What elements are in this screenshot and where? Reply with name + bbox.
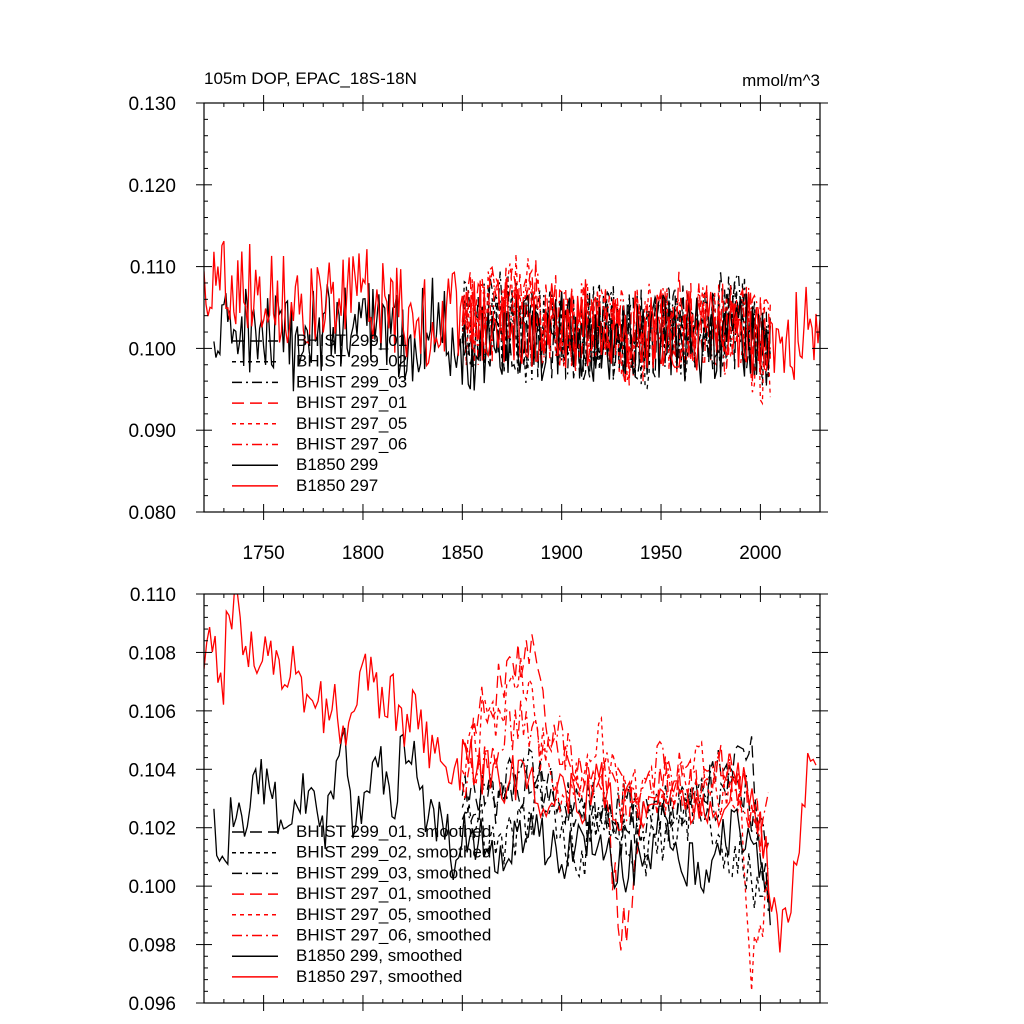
- chart-title: 105m DOP, EPAC_18S-18N: [204, 69, 417, 88]
- legend-label: BHIST 299_01: [296, 331, 407, 350]
- y-axis: 0.096 0.098 0.100 0.102 0.104 0.106 0.108 0.110: [128, 585, 828, 1015]
- legend-item: BHIST 299_01: [232, 331, 407, 350]
- series-line-bhist-297-01: [461, 259, 771, 386]
- legend-label: B1850 299, smoothed: [296, 946, 462, 965]
- legend-item: BHIST 299_03: [232, 372, 407, 391]
- x-tick-label: 1800: [342, 543, 384, 564]
- series-line-b1850-299: [213, 277, 771, 392]
- series-line-bhist-297-06-smoothed: [461, 700, 769, 854]
- y-tick-label: 0.102: [128, 819, 176, 840]
- x-axis: 1750 1800 1850 1900 1950 2000: [223, 95, 801, 564]
- series-group: [204, 594, 817, 991]
- series-line-bhist-299-02-smoothed: [461, 777, 769, 909]
- legend-label: BHIST 297_01, smoothed: [296, 884, 491, 903]
- series-line-bhist-299-01: [461, 272, 771, 388]
- series-line-b1850-297: [204, 240, 820, 382]
- series-line-bhist-299-02: [461, 280, 771, 390]
- y-tick-label: 0.100: [128, 877, 176, 898]
- legend-item: BHIST 297_06, smoothed: [232, 926, 491, 945]
- legend-item: B1850 297, smoothed: [232, 967, 462, 986]
- plot-frame: [203, 102, 821, 513]
- legend-item: BHIST 297_06: [232, 435, 407, 454]
- x-tick-label: 1900: [541, 543, 583, 564]
- legend: BHIST 299_01, smoothed BHIST 299_02, smoo…: [232, 822, 491, 986]
- y-axis: 0.080 0.090 0.100 0.110 0.120 0.130: [128, 94, 828, 524]
- legend-label: B1850 299: [296, 455, 378, 474]
- bottom-panel: 0.096 0.098 0.100 0.102 0.104 0.106 0.108 0.110…: [128, 585, 828, 1015]
- x-tick-label: 2000: [739, 543, 781, 564]
- legend-item: BHIST 299_01, smoothed: [232, 822, 491, 841]
- legend-item: BHIST 299_02: [232, 352, 407, 371]
- legend-label: BHIST 297_06, smoothed: [296, 926, 491, 945]
- legend-item: BHIST 297_05, smoothed: [232, 905, 491, 924]
- legend-label: BHIST 297_05: [296, 414, 407, 433]
- legend-item: BHIST 297_05: [232, 414, 407, 433]
- x-axis: [223, 586, 801, 1011]
- legend-label: B1850 297: [296, 476, 378, 495]
- units-label: mmol/m^3: [742, 71, 820, 90]
- legend-label: BHIST 297_06: [296, 435, 407, 454]
- series-line-b1850-299-smoothed: [213, 727, 771, 926]
- legend-label: BHIST 299_01, smoothed: [296, 822, 491, 841]
- legend-label: BHIST 299_03, smoothed: [296, 863, 491, 882]
- legend-label: BHIST 299_02: [296, 352, 407, 371]
- legend-item: BHIST 297_01, smoothed: [232, 884, 491, 903]
- y-tick-label: 0.100: [128, 339, 176, 360]
- x-tick-label: 1750: [242, 543, 284, 564]
- plot-frame: [203, 593, 821, 1004]
- legend-label: BHIST 297_01: [296, 393, 407, 412]
- y-tick-label: 0.110: [130, 258, 176, 279]
- y-tick-label: 0.080: [128, 503, 176, 524]
- y-tick-label: 0.096: [128, 994, 176, 1015]
- y-tick-label: 0.130: [128, 94, 176, 115]
- legend-item: BHIST 299_02, smoothed: [232, 843, 491, 862]
- legend-label: BHIST 299_02, smoothed: [296, 843, 491, 862]
- series-line-bhist-297-05: [461, 254, 771, 406]
- y-tick-label: 0.108: [128, 643, 176, 664]
- legend-item: B1850 299: [232, 455, 378, 474]
- series-line-bhist-297-01-smoothed: [462, 634, 769, 951]
- legend-label: BHIST 299_03: [296, 372, 407, 391]
- legend-label: BHIST 297_05, smoothed: [296, 905, 491, 924]
- y-tick-label: 0.090: [128, 421, 176, 442]
- y-tick-label: 0.104: [128, 760, 176, 781]
- y-tick-label: 0.106: [128, 702, 176, 723]
- x-tick-label: 1850: [441, 543, 483, 564]
- y-tick-label: 0.098: [128, 936, 176, 957]
- legend-item: BHIST 297_01: [232, 393, 407, 412]
- y-tick-label: 0.120: [128, 176, 176, 197]
- legend-label: B1850 297, smoothed: [296, 967, 462, 986]
- x-tick-label: 1950: [640, 543, 682, 564]
- series-line-bhist-297-05-smoothed: [461, 657, 769, 991]
- legend-item: B1850 299, smoothed: [232, 946, 462, 965]
- legend-item: B1850 297: [232, 476, 378, 495]
- series-group: [204, 240, 820, 406]
- top-panel: 1750 1800 1850 1900 1950 20000.0800.0900.1000…: [128, 94, 828, 564]
- series-line-bhist-299-01-smoothed: [461, 736, 769, 912]
- y-tick-label: 0.110: [130, 585, 176, 606]
- legend-item: BHIST 299_03, smoothed: [232, 863, 491, 882]
- series-line-b1850-297-smoothed: [204, 594, 817, 953]
